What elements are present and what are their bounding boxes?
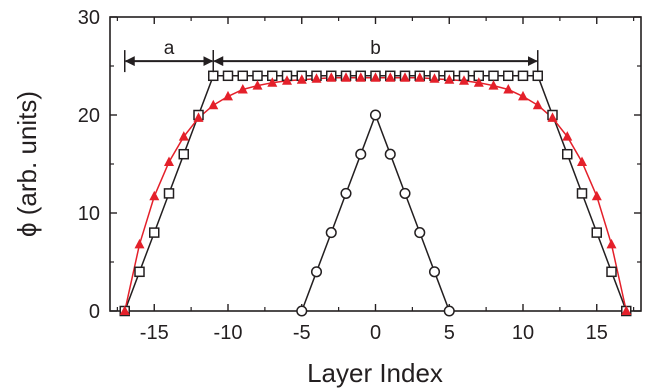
square-marker <box>591 227 602 238</box>
triangle-marker <box>532 99 543 110</box>
triangle-marker <box>473 77 484 87</box>
triangle-marker <box>252 80 263 90</box>
square-marker <box>163 188 175 199</box>
triangle-marker <box>311 73 322 83</box>
triangle-marker <box>400 72 410 82</box>
x-axis-title: Layer Index <box>307 358 443 388</box>
triangle-marker <box>326 72 337 82</box>
triangle-marker <box>341 72 351 82</box>
triangle-marker <box>267 77 278 87</box>
y-tick-label: 10 <box>78 203 100 225</box>
circle-marker <box>428 266 441 278</box>
triangle-marker <box>591 190 602 201</box>
square-marker <box>562 148 573 160</box>
circle-marker <box>384 148 396 160</box>
triangle-marker <box>208 99 219 110</box>
square-marker <box>576 188 588 199</box>
x-tick-label: 15 <box>586 322 608 344</box>
triangle-marker <box>414 72 425 82</box>
square-marker <box>488 70 499 82</box>
triangle-marker <box>503 84 514 94</box>
square-marker <box>208 70 219 82</box>
x-tick-label: 10 <box>512 322 534 344</box>
annotation-label: b <box>370 38 381 59</box>
axis-ticks <box>110 16 641 312</box>
tick-labels: -15 -10 -5 0 5 10 15 0 10 20 30 <box>78 7 608 344</box>
square-marker <box>149 227 160 238</box>
triangle-marker <box>606 238 617 249</box>
triangle-marker <box>223 90 233 101</box>
circle-marker <box>340 187 352 199</box>
square-marker <box>237 70 248 82</box>
circle-marker <box>369 109 382 121</box>
circle-marker <box>325 227 337 239</box>
triangle-marker <box>459 75 469 85</box>
series-line <box>301 112 451 312</box>
circle-marker <box>414 227 426 239</box>
triangle-marker <box>444 74 455 84</box>
y-axis-title: ϕ (arb. units) <box>12 91 42 237</box>
square-marker <box>517 70 529 82</box>
square-marker <box>606 266 617 278</box>
triangle-marker <box>119 305 130 315</box>
circle-marker <box>399 187 411 199</box>
triangle-marker <box>488 80 499 90</box>
square-marker <box>503 70 514 82</box>
triangle-marker <box>282 75 292 85</box>
square-marker <box>222 70 234 82</box>
triangle-marker <box>134 238 145 249</box>
triangle-marker <box>518 90 528 101</box>
x-tick-label: -10 <box>214 322 243 344</box>
triangle-marker <box>621 305 632 315</box>
circle-marker <box>443 305 455 317</box>
triangle-marker <box>178 131 189 141</box>
y-tick-label: 0 <box>89 301 100 323</box>
triangle-marker <box>237 84 248 94</box>
x-tick-label: -5 <box>293 322 311 344</box>
x-tick-label: 0 <box>370 322 381 344</box>
triangle-marker <box>193 112 204 122</box>
series-group <box>119 70 632 317</box>
triangle-marker <box>355 72 366 82</box>
circle-marker <box>355 148 367 160</box>
square-marker <box>252 70 263 82</box>
square-marker <box>532 70 543 82</box>
y-tick-label: 30 <box>78 7 100 29</box>
triangle-marker <box>577 156 587 166</box>
square-marker <box>134 266 145 278</box>
triangle-marker <box>385 72 396 82</box>
circle-marker <box>310 266 323 278</box>
annotation-label: a <box>164 38 175 59</box>
triangle-marker <box>547 112 558 122</box>
y-tick-label: 20 <box>78 105 100 127</box>
triangle-marker <box>164 156 174 166</box>
triangle-marker <box>429 73 440 83</box>
square-marker <box>178 148 189 160</box>
circle-marker <box>296 305 308 317</box>
x-tick-label: 5 <box>444 322 455 344</box>
triangle-marker <box>149 190 160 201</box>
triangle-marker <box>296 74 307 84</box>
triangle-marker <box>562 131 573 141</box>
x-tick-label: -15 <box>140 322 169 344</box>
triangle-marker <box>370 72 381 82</box>
